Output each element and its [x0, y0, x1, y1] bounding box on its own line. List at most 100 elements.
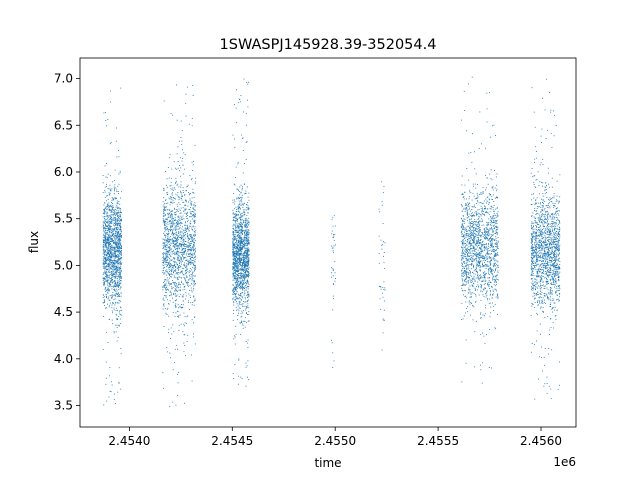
data-point	[106, 206, 108, 208]
data-point	[237, 234, 239, 236]
data-point	[184, 322, 186, 324]
data-point	[168, 234, 170, 236]
data-point	[118, 210, 120, 212]
data-point	[108, 239, 110, 241]
data-point	[120, 292, 122, 294]
data-point	[169, 204, 171, 206]
data-point	[244, 230, 246, 232]
data-point	[235, 281, 237, 283]
data-point	[175, 296, 177, 297]
data-point	[114, 246, 116, 248]
data-point	[111, 271, 113, 272]
data-point	[163, 262, 164, 264]
data-point	[178, 283, 180, 285]
data-point	[119, 295, 121, 297]
data-point	[109, 236, 111, 238]
data-point	[169, 153, 171, 155]
data-point	[116, 242, 118, 244]
data-point	[108, 282, 110, 284]
data-point	[194, 216, 196, 218]
data-point	[246, 268, 248, 270]
data-point	[113, 247, 115, 249]
data-point	[247, 262, 249, 264]
data-point	[179, 222, 180, 224]
data-point	[383, 319, 385, 321]
data-point	[188, 123, 190, 125]
data-point	[241, 201, 243, 203]
data-point	[105, 263, 107, 264]
data-point	[116, 227, 118, 229]
data-point	[247, 339, 249, 341]
data-point	[192, 253, 194, 255]
data-point	[117, 208, 119, 209]
data-point	[247, 229, 249, 230]
data-point	[172, 324, 174, 326]
data-point	[236, 230, 238, 232]
data-point	[191, 240, 192, 242]
data-point	[243, 280, 245, 282]
data-point	[235, 278, 237, 280]
data-point	[173, 228, 175, 230]
data-point	[247, 271, 248, 272]
data-point	[246, 207, 247, 209]
data-point	[119, 250, 121, 252]
data-point	[244, 286, 246, 288]
data-point	[189, 249, 191, 251]
data-point	[111, 264, 113, 266]
data-point	[109, 208, 110, 210]
data-point	[117, 219, 119, 221]
data-point	[117, 249, 119, 251]
data-point	[182, 190, 184, 191]
data-point	[166, 240, 168, 241]
data-point	[186, 230, 187, 232]
data-point	[104, 197, 106, 199]
data-point	[117, 294, 119, 295]
data-point	[232, 244, 234, 246]
data-point	[169, 352, 171, 354]
data-point	[241, 238, 243, 240]
data-point	[172, 279, 173, 281]
data-point	[184, 209, 186, 211]
data-point	[103, 229, 105, 231]
data-point	[109, 258, 110, 260]
data-point	[104, 288, 106, 290]
data-point	[245, 245, 247, 247]
data-point	[247, 291, 249, 293]
data-point	[174, 188, 176, 190]
data-point	[486, 256, 488, 258]
data-point	[177, 279, 179, 280]
data-point	[244, 242, 246, 244]
data-point	[186, 212, 188, 214]
data-point	[190, 263, 192, 265]
data-point	[103, 222, 105, 224]
data-point	[247, 314, 248, 315]
data-point	[469, 300, 470, 302]
data-point	[245, 190, 247, 192]
data-point	[237, 214, 239, 216]
data-point	[232, 256, 234, 258]
data-point	[238, 210, 240, 212]
data-point	[103, 253, 105, 255]
data-point	[183, 152, 185, 154]
data-point	[235, 219, 236, 221]
data-point	[186, 316, 188, 318]
data-point	[181, 198, 183, 200]
data-point	[181, 295, 183, 297]
data-point	[111, 384, 113, 386]
data-point	[248, 222, 250, 224]
data-point	[183, 192, 184, 193]
data-point	[180, 137, 182, 138]
data-point	[107, 252, 109, 254]
data-point	[120, 231, 122, 233]
data-point	[241, 321, 243, 323]
data-point	[180, 244, 182, 246]
data-point	[235, 234, 237, 236]
data-point	[237, 244, 239, 246]
data-point	[464, 184, 466, 186]
data-point	[120, 267, 122, 269]
data-point	[248, 240, 250, 242]
data-point	[246, 312, 247, 314]
data-point	[110, 221, 111, 223]
data-point	[179, 305, 181, 307]
data-point	[170, 294, 172, 296]
